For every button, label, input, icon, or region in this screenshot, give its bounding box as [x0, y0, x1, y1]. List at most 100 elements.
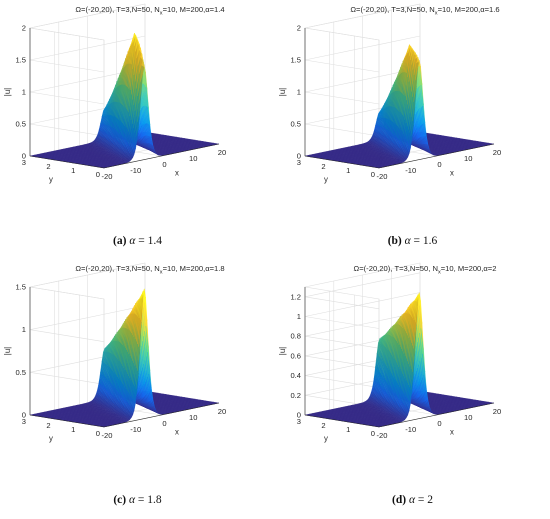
surface	[29, 288, 220, 428]
z-tick-label: 1.5	[15, 56, 26, 65]
x-axis-line	[378, 143, 495, 169]
y-tick-label: 2	[46, 421, 50, 430]
x-tick-label: 0	[162, 419, 166, 428]
z-tick-label: 0	[297, 411, 301, 420]
z-tick-label: 0.6	[290, 351, 301, 360]
y-axis-line	[304, 414, 380, 428]
z-tick-label: 1.2	[290, 292, 301, 301]
caption-letter: (b)	[387, 235, 402, 247]
x-tick-label: 20	[493, 148, 501, 157]
z-tick-label: 1	[297, 312, 301, 321]
x-axis-line	[103, 402, 220, 428]
y-tick-label: 1	[71, 425, 75, 434]
surface	[29, 33, 220, 169]
axes	[304, 28, 495, 169]
panel-caption: (a) α = 1.4	[0, 235, 275, 247]
z-tick-label: 0	[22, 411, 26, 420]
x-tick-label: 20	[218, 148, 226, 157]
plot-title: Ω=(-20,20), T=3,N=50, Nx=10, M=200,α=2	[354, 264, 497, 276]
x-tick-label: 10	[464, 154, 472, 163]
z-tick-label: 0.8	[290, 332, 301, 341]
x-axis-label: x	[175, 169, 179, 178]
x-tick-label: -20	[377, 172, 388, 181]
x-tick-label: 0	[437, 419, 441, 428]
z-tick-label: 1	[297, 88, 301, 97]
panel-caption: (b) α = 1.6	[275, 235, 550, 247]
y-tick-label: 3	[297, 417, 301, 426]
x-gridline	[419, 4, 495, 145]
z-tick-label: 1.5	[15, 283, 26, 292]
z-tick-label: 0.2	[290, 391, 301, 400]
x-tick-label: 0	[162, 160, 166, 169]
x-gridline	[144, 263, 220, 404]
z-tick-label: 2	[297, 24, 301, 33]
x-tick-label: 10	[189, 154, 197, 163]
x-tick-label: -10	[130, 166, 141, 175]
surface-plot: -20-1001020012300.20.40.60.811.2xy|u|Ω=(…	[278, 262, 501, 443]
y-tick-label: 0	[96, 170, 100, 179]
y-tick-label: 2	[321, 421, 325, 430]
plot-title: Ω=(-20,20), T=3,N=50, Nx=10, M=200,α=1.6	[350, 5, 499, 17]
surface	[304, 44, 495, 169]
z-tick-label: 0	[297, 152, 301, 161]
z-tick-label: 0.5	[15, 368, 26, 377]
plot-title: Ω=(-20,20), T=3,N=50, Nx=10, M=200,α=1.4	[75, 5, 224, 17]
x-axis-line	[378, 402, 495, 428]
caption-equation: α = 2	[408, 494, 433, 506]
y-tick-label: 0	[371, 170, 375, 179]
x-tick-label: 0	[437, 160, 441, 169]
z-tick-label: 1	[22, 325, 26, 334]
z-tick-label: 2	[22, 24, 26, 33]
x-tick-label: -20	[102, 172, 113, 181]
x-tick-label: -20	[102, 431, 113, 440]
surface-plot: -20-1001020012300.511.52xy|u|Ω=(-20,20),…	[278, 3, 501, 184]
x-tick-label: -20	[377, 431, 388, 440]
surface	[304, 292, 495, 428]
y-tick-label: 0	[96, 429, 100, 438]
y-tick-label: 1	[71, 166, 75, 175]
caption-letter: (c)	[113, 494, 127, 506]
z-tick-label: 0.5	[15, 120, 26, 129]
y-tick-label: 3	[297, 158, 301, 167]
z-tick-label: 1.5	[290, 56, 301, 65]
x-tick-label: -10	[130, 425, 141, 434]
z-tick-label: 0	[22, 152, 26, 161]
panel-caption: (d) α = 2	[275, 494, 550, 506]
x-gridline	[419, 263, 495, 404]
x-axis-label: x	[450, 169, 454, 178]
axes	[29, 28, 220, 169]
z-tick-label: 0.4	[290, 371, 301, 380]
x-tick-label: 10	[464, 413, 472, 422]
z-axis-label: |u|	[3, 88, 12, 96]
x-axis-label: x	[175, 428, 179, 437]
y-tick-label: 3	[22, 158, 26, 167]
y-axis-label: y	[49, 175, 53, 184]
y-axis-line	[304, 155, 380, 169]
y-axis-label: y	[324, 434, 328, 443]
surface-plot: -20-1001020012300.511.52xy|u|Ω=(-20,20),…	[3, 3, 226, 184]
caption-letter: (a)	[113, 235, 127, 247]
surface-plot-panel: -20 -10 0 10 20 0 1 2 3 0 0.2 0.4 0.6 0.8 1 1.2 x y |u| Ω=(…	[275, 259, 550, 518]
y-tick-label: 2	[321, 162, 325, 171]
axes	[304, 287, 495, 428]
surface-plot: -20-1001020012300.511.5xy|u|Ω=(-20,20), …	[3, 262, 226, 443]
surface-plot-panel: -20 -10 0 10 20 0 1 2 3 0 0.5 1 1.5 x y |u| Ω=(-20,20), …	[0, 259, 275, 518]
panel-caption: (c) α = 1.8	[0, 494, 275, 506]
y-tick-label: 3	[22, 417, 26, 426]
z-axis-label: |u|	[278, 347, 287, 355]
y-axis-label: y	[49, 434, 53, 443]
x-tick-label: -10	[405, 166, 416, 175]
z-tick-label: 1	[22, 88, 26, 97]
x-tick-label: 20	[493, 407, 501, 416]
caption-equation: α = 1.4	[129, 235, 162, 247]
x-gridline	[144, 4, 220, 145]
x-axis-line	[103, 143, 220, 169]
x-tick-label: 20	[218, 407, 226, 416]
caption-equation: α = 1.8	[128, 494, 162, 506]
x-tick-label: -10	[405, 425, 416, 434]
y-axis-line	[29, 155, 105, 169]
x-axis-label: x	[450, 428, 454, 437]
y-tick-label: 1	[346, 166, 350, 175]
y-axis-label: y	[324, 175, 328, 184]
x-tick-label: 10	[189, 413, 197, 422]
